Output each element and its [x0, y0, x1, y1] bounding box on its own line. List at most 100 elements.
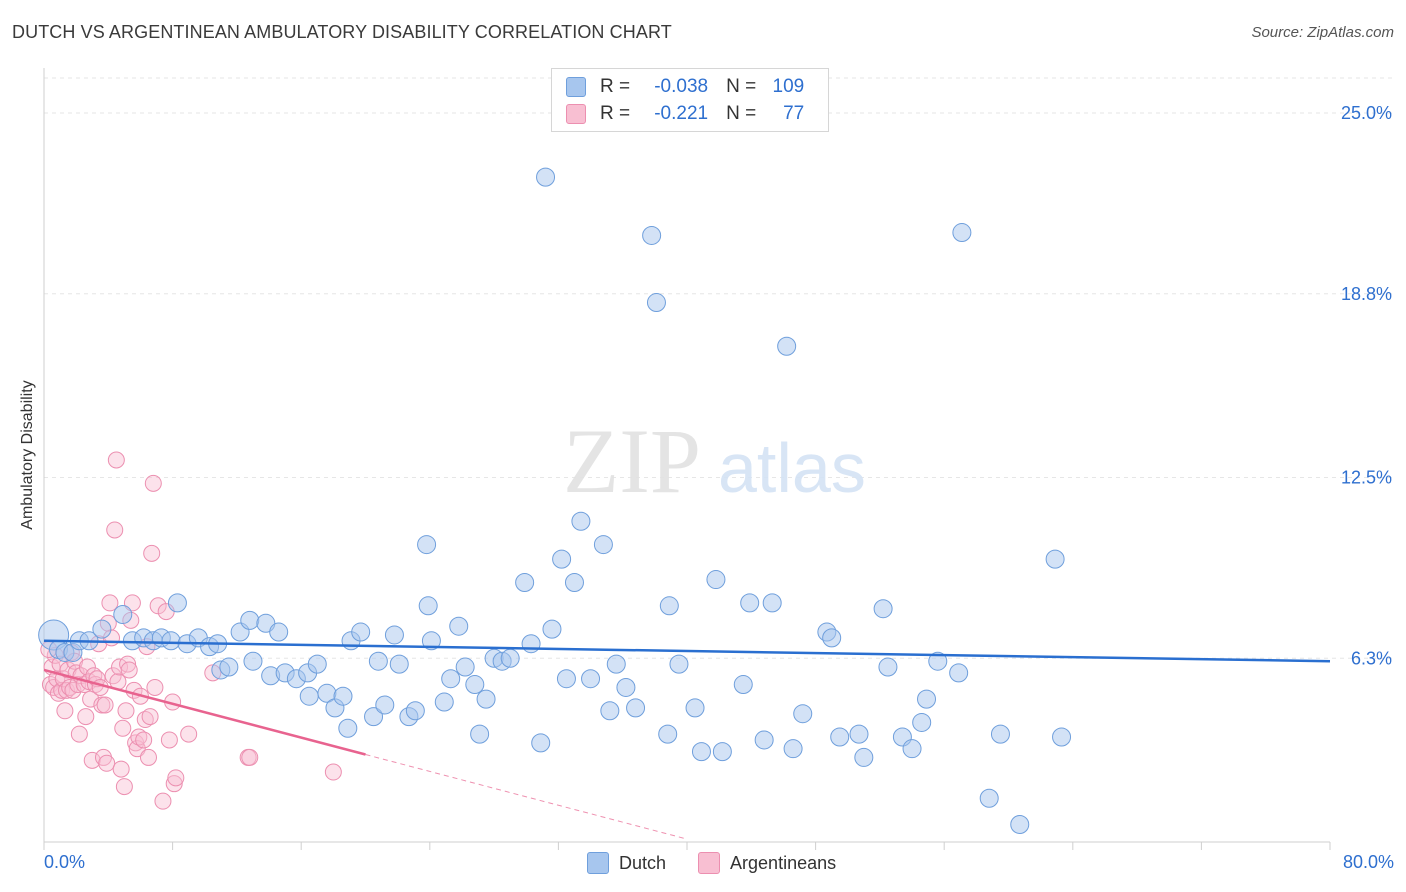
r-label: R =	[600, 76, 631, 97]
trend-lines	[43, 639, 1331, 840]
dutch-point	[691, 742, 711, 762]
argentineans-point	[96, 696, 114, 714]
argentineans-point	[114, 719, 132, 737]
dutch-point	[240, 610, 260, 630]
dutch-point	[476, 689, 496, 709]
dutch-point	[783, 739, 803, 759]
dutch-point	[606, 654, 626, 674]
x-tick-max: 80.0%	[1342, 852, 1394, 872]
dutch-point	[712, 742, 732, 762]
chart-title: DUTCH VS ARGENTINEAN AMBULATORY DISABILI…	[12, 22, 672, 42]
dutch-point	[659, 596, 679, 616]
dutch-point	[351, 622, 371, 642]
argentineans-point	[135, 731, 153, 749]
dutch-point	[269, 622, 289, 642]
dutch-point	[658, 724, 678, 744]
r-label: R =	[600, 103, 631, 124]
dutch-point	[912, 712, 932, 732]
dutch-point	[434, 692, 454, 712]
dutch-point	[418, 596, 438, 616]
argentineans-point	[154, 792, 172, 810]
legend-item-argentineans[interactable]: Argentineans	[698, 852, 836, 874]
dutch-trend-line	[43, 639, 1331, 663]
dutch-point	[949, 663, 969, 683]
dutch-point	[902, 739, 922, 759]
dutch-point	[873, 599, 893, 619]
dutch-point	[375, 695, 395, 715]
argentineans-point	[115, 778, 133, 796]
dutch-point	[979, 788, 999, 808]
argentineans-point	[141, 708, 159, 726]
dutch-point	[161, 631, 181, 651]
x-tick-min: 0.0%	[44, 852, 86, 872]
dutch-point	[917, 689, 937, 709]
legend-item-dutch[interactable]: Dutch	[587, 852, 666, 874]
y-tick-label: 18.8%	[1341, 284, 1392, 304]
argentineans-point	[167, 769, 185, 787]
argentineans-point	[143, 544, 161, 562]
dutch-point	[685, 698, 705, 718]
argentineans-point	[123, 594, 141, 612]
argentineans-point	[165, 775, 183, 793]
dutch-point	[793, 704, 813, 724]
dutch-point	[556, 669, 576, 689]
argentineans-point	[83, 751, 101, 769]
dutch-point	[830, 727, 850, 747]
source-label: Source: ZipAtlas.com	[1251, 24, 1394, 41]
dutch-legend-swatch	[587, 852, 609, 874]
series-legend: Dutch Argentineans	[587, 852, 868, 874]
dutch-point	[405, 701, 425, 721]
dutch-r-value: -0.038	[654, 76, 709, 97]
argentineans-legend-swatch	[698, 852, 721, 874]
dutch-point	[646, 293, 666, 313]
dutch-point	[849, 724, 869, 744]
correlation-legend: R = -0.038 N = 109 R = -0.221 N = 77	[551, 68, 829, 132]
dutch-points	[38, 167, 1072, 835]
argentineans-point	[106, 521, 124, 539]
watermark-zip: ZIP	[563, 410, 701, 512]
argentineans-point	[77, 708, 95, 726]
argentineans-point	[130, 728, 148, 746]
dutch-point	[521, 634, 541, 654]
dutch-point	[1045, 549, 1065, 569]
argentineans-point	[117, 702, 135, 720]
dutch-point	[299, 686, 319, 706]
dutch-point	[368, 651, 388, 671]
dutch-point	[777, 336, 797, 356]
y-tick-label: 6.3%	[1351, 648, 1392, 668]
argentineans-r-value: -0.221	[654, 103, 709, 124]
dutch-point	[762, 593, 782, 613]
argentineans-n-value: 77	[783, 103, 805, 124]
argentineans-trend-line	[43, 668, 366, 756]
dutch-point	[542, 619, 562, 639]
dutch-point	[384, 625, 404, 645]
dutch-point	[878, 657, 898, 677]
argentineans-point	[324, 763, 342, 781]
n-label: N =	[726, 76, 757, 97]
argentineans-point	[119, 655, 137, 673]
argentineans-legend-label: Argentineans	[730, 852, 837, 873]
argentineans-point	[139, 748, 157, 766]
dutch-point	[616, 677, 636, 697]
argentineans-point	[107, 451, 125, 469]
argentineans-point	[146, 678, 164, 696]
dutch-point	[531, 733, 551, 753]
dutch-legend-label: Dutch	[619, 852, 667, 873]
dutch-n-value: 109	[772, 76, 805, 97]
argentineans-point	[136, 711, 154, 729]
dutch-point	[854, 747, 874, 767]
n-label: N =	[726, 103, 757, 124]
dutch-point	[113, 605, 133, 625]
argentineans-point	[101, 594, 119, 612]
argentineans-point	[98, 754, 116, 772]
argentineans-point	[144, 474, 162, 492]
dutch-point	[470, 724, 490, 744]
argentineans-point	[78, 658, 96, 676]
dutch-point	[642, 225, 662, 245]
argentineans-point	[112, 760, 130, 778]
argentineans-point	[70, 725, 88, 743]
dutch-point	[421, 631, 441, 651]
argentineans-trend-extension	[365, 754, 688, 840]
dutch-point	[500, 648, 520, 668]
